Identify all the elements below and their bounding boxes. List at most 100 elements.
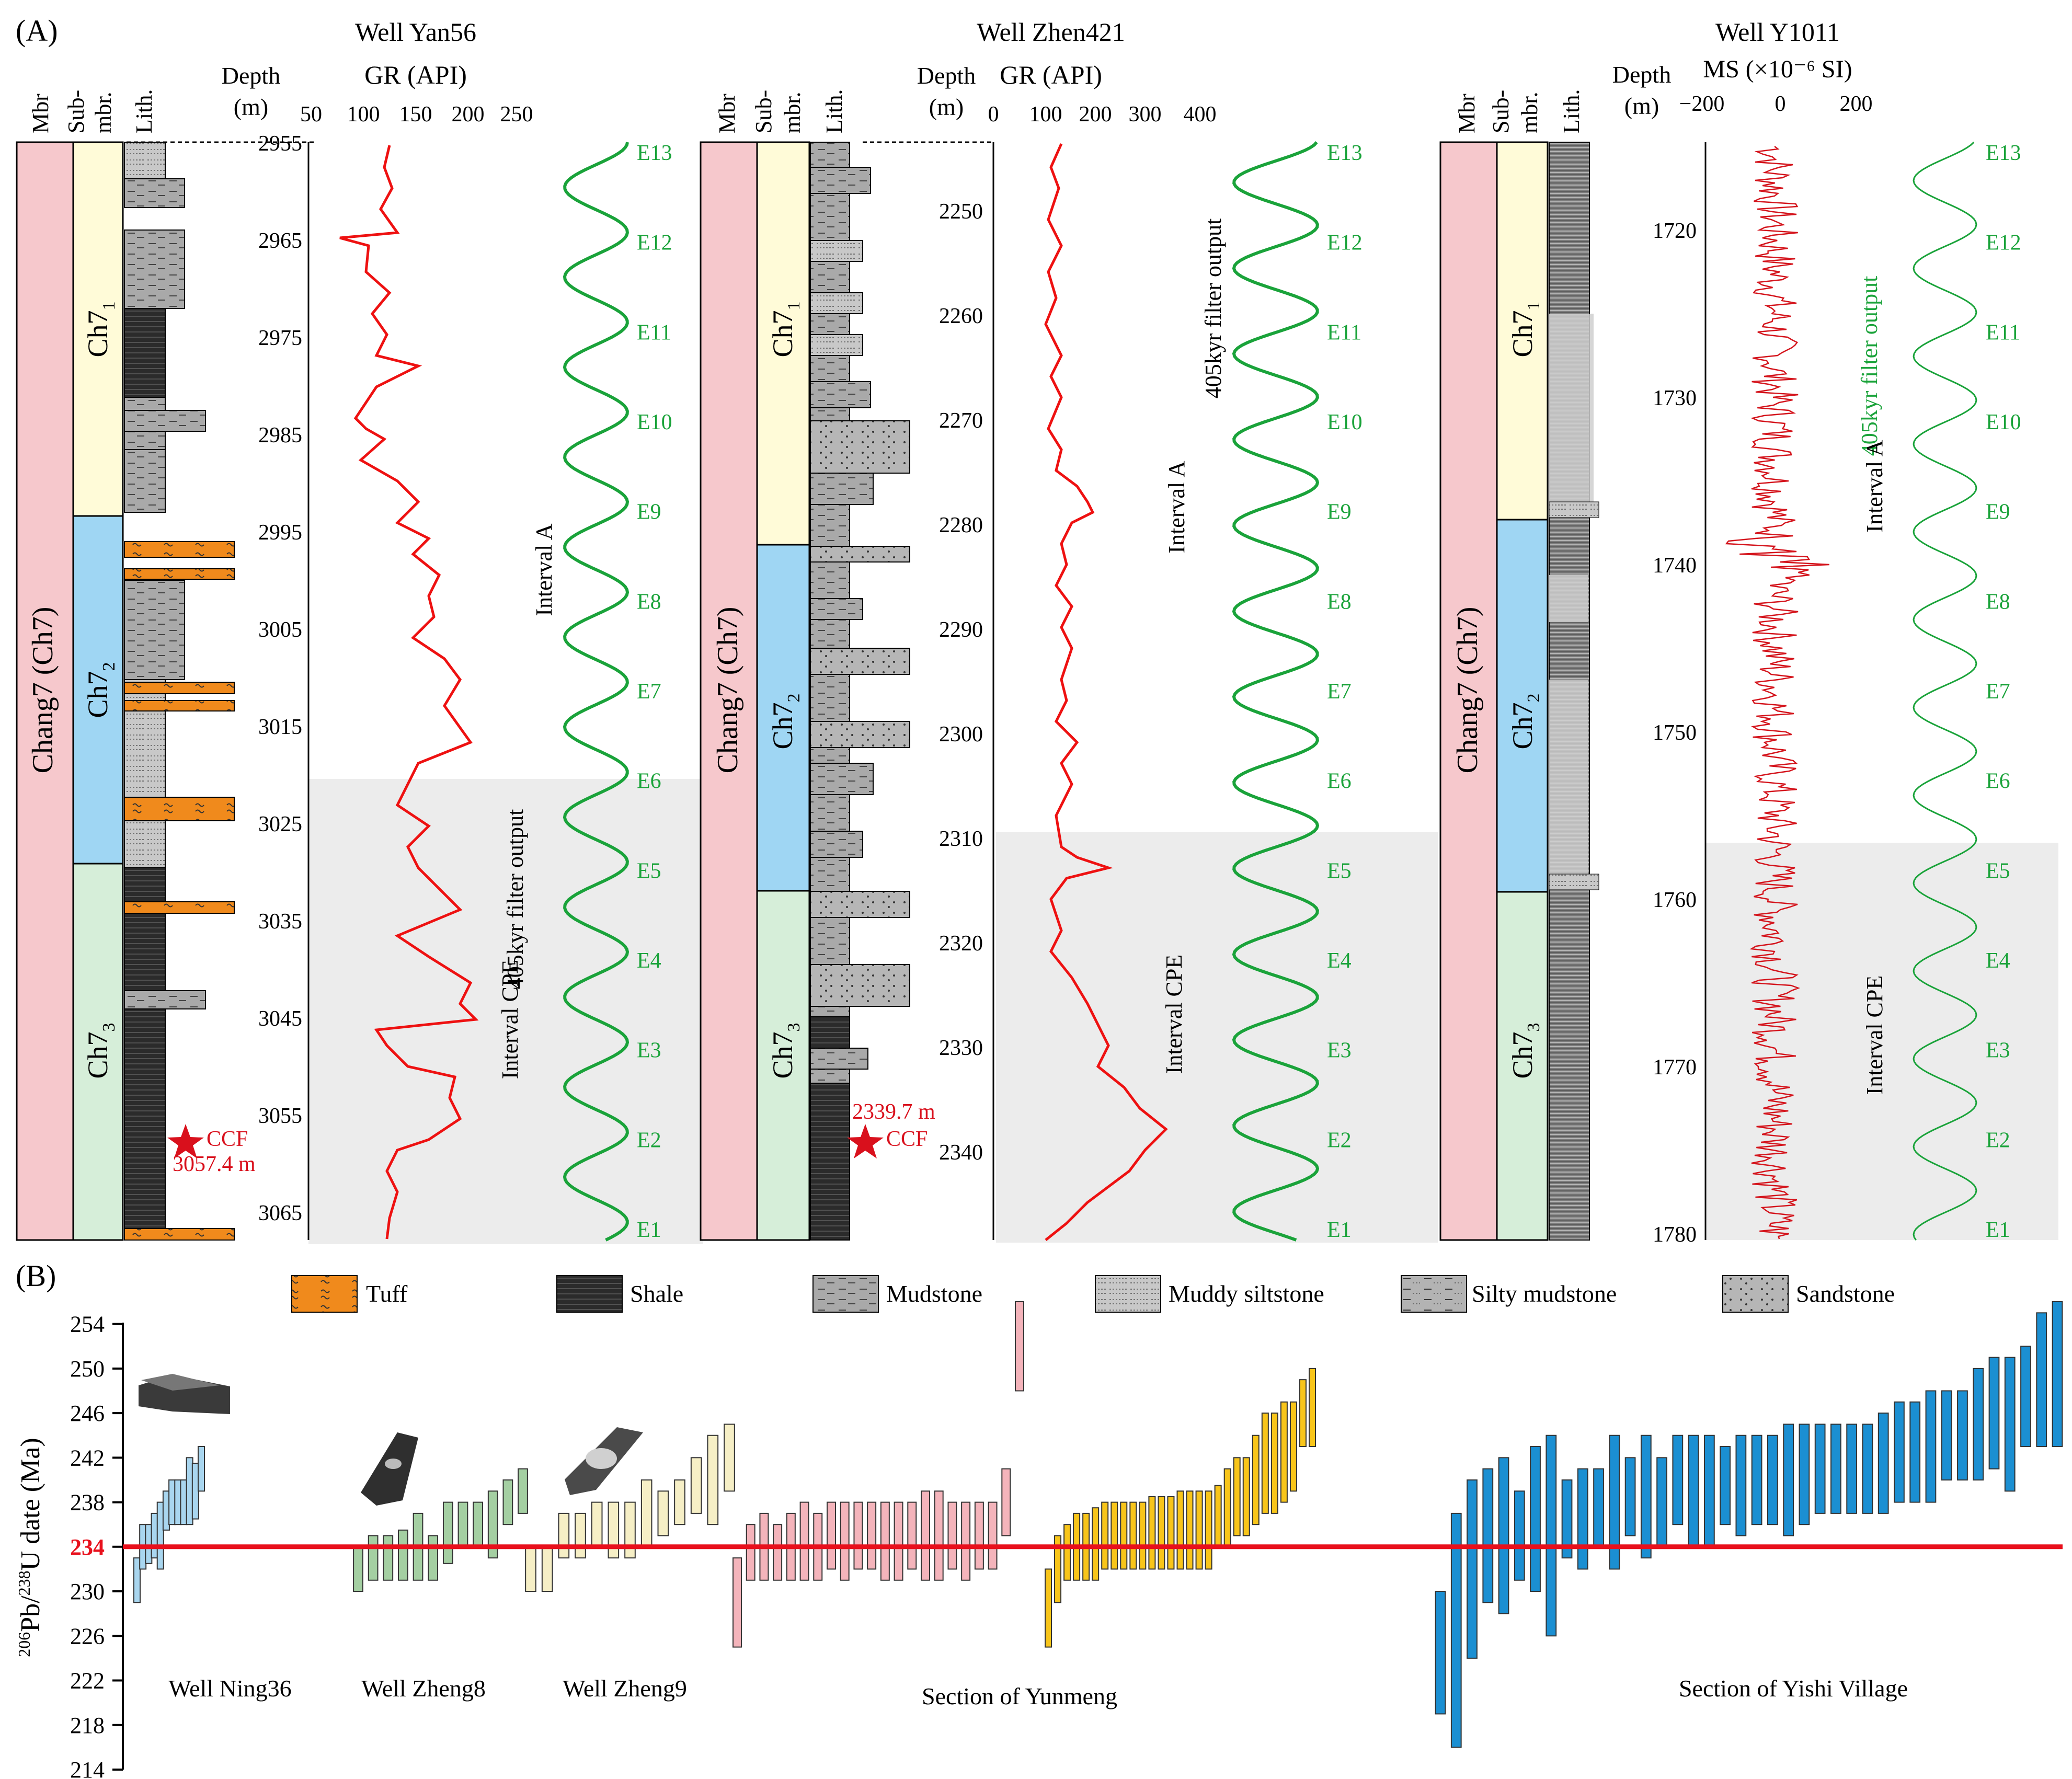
date-bar — [1270, 1413, 1278, 1514]
log-tick: 100 — [347, 102, 380, 127]
log-tick: 400 — [1184, 102, 1217, 127]
panel-b-label: (B) — [16, 1259, 56, 1293]
depth-tick: 3065 — [258, 1201, 302, 1225]
log-tick: 300 — [1129, 102, 1162, 127]
date-bar — [1092, 1507, 1100, 1581]
date-bar — [1767, 1434, 1778, 1525]
date-bar — [133, 1557, 141, 1603]
depth-tick: 2955 — [258, 132, 302, 156]
depth-ticks: 1720 1730 1740 1750 1760 1770 1780 — [1653, 219, 1697, 1247]
depth-header: Depth — [1612, 61, 1671, 88]
date-bar — [1120, 1501, 1128, 1570]
eccentricity-label: E5 — [1986, 859, 2010, 883]
depth-tick: 3045 — [258, 1007, 302, 1031]
eccentricity-label: E5 — [637, 859, 661, 883]
submbr-header-2: mbr. — [90, 92, 116, 133]
date-bar — [1878, 1413, 1889, 1514]
ch71-label: Ch71 — [82, 301, 119, 357]
cpe-shade — [996, 832, 1438, 1243]
date-bar — [974, 1501, 984, 1570]
ch72-column — [756, 544, 810, 892]
y-tick-label: 246 — [70, 1401, 105, 1426]
date-bar — [853, 1501, 863, 1570]
eccentricity-label: E9 — [1327, 500, 1352, 524]
depth-tick: 1770 — [1653, 1055, 1697, 1080]
ch71-column — [72, 141, 124, 517]
eccentricity-label: E11 — [1327, 320, 1361, 345]
date-bar — [575, 1512, 586, 1559]
date-bar — [1735, 1434, 1747, 1536]
date-bar — [1139, 1501, 1147, 1570]
filter-curve — [563, 142, 629, 1242]
log-tick: 100 — [1029, 102, 1062, 127]
date-bar — [428, 1535, 439, 1581]
interval-a-label: Interval A — [1862, 440, 1887, 532]
depth-tick: 2975 — [258, 326, 302, 350]
date-bar — [1158, 1496, 1165, 1570]
section-labels: Well Ning36 Well Zheng8 Well Zheng9 Sect… — [168, 1675, 1908, 1709]
log-tick: 0 — [988, 102, 999, 127]
depth-tick: 2330 — [939, 1036, 983, 1060]
legend-shale-swatch — [556, 1275, 623, 1313]
interval-cpe-label: Interval CPE — [1862, 975, 1887, 1095]
date-bar — [1862, 1424, 1873, 1514]
date-bar — [1280, 1401, 1288, 1503]
ch71-column — [1496, 141, 1549, 521]
well-title: Well Yan56 — [355, 17, 476, 47]
date-bar — [1799, 1424, 1810, 1525]
eccentricity-label: E3 — [1986, 1039, 2010, 1063]
eccentricity-label: E6 — [1327, 770, 1352, 794]
ccf-marker: CCF 2339.7 m — [847, 1100, 935, 1158]
date-bar — [1624, 1457, 1636, 1536]
well-y1011: Well Y1011 MS (×10⁻⁶ SI) −200 0 200 Dept… — [1439, 17, 2058, 1247]
member-label: Chang7 (Ch7) — [712, 607, 744, 774]
date-bar — [657, 1490, 669, 1536]
core-image-zheng8 — [361, 1432, 418, 1506]
depth-tick: 2965 — [258, 229, 302, 253]
interval-cpe-label: Interval CPE — [497, 960, 523, 1080]
eccentricity-label: E8 — [1327, 590, 1352, 614]
well-title: Well Zhen421 — [977, 17, 1125, 47]
date-bar — [1186, 1490, 1194, 1570]
date-bar — [732, 1557, 742, 1648]
date-bar — [2004, 1357, 2016, 1492]
well-yan56: Well Yan56 GR (API) 50 100 150 200 250 D… — [16, 17, 703, 1244]
y-tick-label: 230 — [70, 1579, 105, 1604]
date-bar — [198, 1446, 205, 1492]
date-bar — [840, 1501, 850, 1581]
eccentricity-label: E2 — [637, 1128, 661, 1152]
date-bar — [674, 1479, 685, 1525]
date-bar — [1205, 1490, 1212, 1570]
date-bar — [1467, 1479, 1478, 1659]
ch72-label: Ch72 — [82, 662, 119, 718]
y-axis-label: 206Pb/238U date (Ma) — [15, 1438, 45, 1657]
depth-tick: 2290 — [939, 618, 983, 642]
ch71-column — [756, 141, 810, 546]
eccentricity-label: E7 — [1986, 680, 2010, 704]
ch71-label: Ch71 — [767, 301, 804, 357]
date-bar — [1054, 1535, 1062, 1603]
log-label: GR (API) — [1000, 60, 1102, 89]
submbr-header-2: mbr. — [780, 92, 805, 133]
lith-header: Lith. — [821, 89, 847, 133]
eccentricity-label: E9 — [1986, 500, 2010, 524]
ccf-marker: CCF 3057.4 m — [167, 1124, 256, 1176]
date-bar — [640, 1479, 652, 1547]
date-bar — [988, 1501, 998, 1570]
ccf-star-icon — [847, 1124, 884, 1158]
depth-tick: 2985 — [258, 423, 302, 447]
date-bar — [724, 1424, 735, 1492]
eccentricity-label: E1 — [637, 1218, 661, 1242]
ccf-label: CCF — [207, 1127, 248, 1151]
date-bar — [1498, 1457, 1509, 1614]
interval-a-label: Interval A — [1164, 461, 1189, 553]
ms-curve — [1725, 146, 1829, 1239]
y-tick-label: 226 — [70, 1623, 105, 1649]
depth-tick: 3015 — [258, 715, 302, 739]
date-bar — [1973, 1368, 1984, 1480]
well-zhen421: Well Zhen421 GR (API) 0 100 200 300 400 … — [700, 17, 1438, 1243]
date-bar — [799, 1501, 809, 1581]
date-bar — [383, 1535, 394, 1581]
date-bar — [1530, 1446, 1541, 1592]
date-bar — [1045, 1568, 1052, 1648]
